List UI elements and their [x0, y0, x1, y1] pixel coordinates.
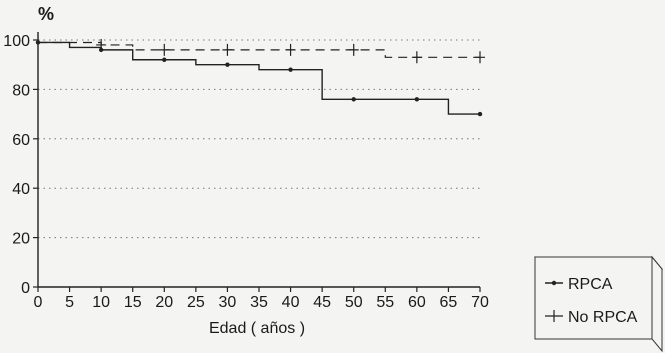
point-no-rpca-50 [348, 43, 359, 56]
legend-box [534, 256, 653, 340]
x-tick-label-35: 35 [250, 294, 268, 311]
y-tick-label-0: 0 [21, 280, 30, 297]
x-tick-label-10: 10 [92, 294, 110, 311]
y-tick-label-40: 40 [12, 181, 30, 198]
series-layer [35, 38, 485, 117]
x-tick-label-15: 15 [124, 294, 142, 311]
point-rpca-60 [414, 97, 420, 102]
point-no-rpca-10 [96, 38, 107, 51]
legend: RPCA No RPCA [533, 255, 664, 353]
x-tick-label-5: 5 [65, 294, 74, 311]
point-rpca-50 [351, 97, 356, 102]
axes [33, 32, 481, 292]
x-tick-label-30: 30 [219, 294, 237, 311]
y-tick-label-20: 20 [12, 231, 30, 248]
x-tick-label-60: 60 [408, 294, 426, 311]
point-rpca-40 [288, 67, 293, 72]
point-no-rpca-20 [159, 43, 170, 56]
x-axis-label: Edad ( años ) [209, 320, 305, 337]
x-tick-label-65: 65 [440, 294, 458, 311]
legend-box-side-face [651, 255, 663, 353]
point-no-rpca-40 [285, 43, 296, 56]
x-tick-label-40: 40 [282, 294, 300, 311]
series-line-rpca [38, 41, 480, 115]
y-tick-label-100: 100 [3, 33, 30, 50]
y-tick-label-60: 60 [12, 132, 30, 149]
point-no-rpca-30 [222, 43, 233, 56]
grid-lines [38, 39, 480, 239]
x-tick-label-55: 55 [376, 294, 394, 311]
legend-label-rpca: RPCA [568, 276, 613, 293]
x-tick-label-20: 20 [155, 294, 173, 311]
y-tick-labels: 0 20 40 60 80 100 [3, 33, 30, 297]
x-tick-label-0: 0 [34, 294, 43, 311]
point-no-rpca-60 [411, 51, 422, 64]
point-no-rpca-70 [475, 51, 485, 64]
legend-label-no-rpca: No RPCA [568, 309, 638, 326]
x-tick-label-70: 70 [471, 294, 489, 311]
y-axis-label: % [38, 4, 54, 24]
x-tick-label-25: 25 [187, 294, 205, 311]
point-rpca-30 [225, 62, 230, 67]
x-tick-label-50: 50 [345, 294, 363, 311]
legend-marker-rpca [551, 280, 557, 286]
y-tick-label-80: 80 [12, 82, 30, 99]
point-rpca-70 [477, 111, 483, 117]
point-rpca-20 [162, 57, 167, 62]
x-tick-labels: 0 5 10 15 20 25 30 35 40 45 50 55 60 65 70 [34, 294, 489, 311]
x-tick-label-45: 45 [313, 294, 331, 311]
